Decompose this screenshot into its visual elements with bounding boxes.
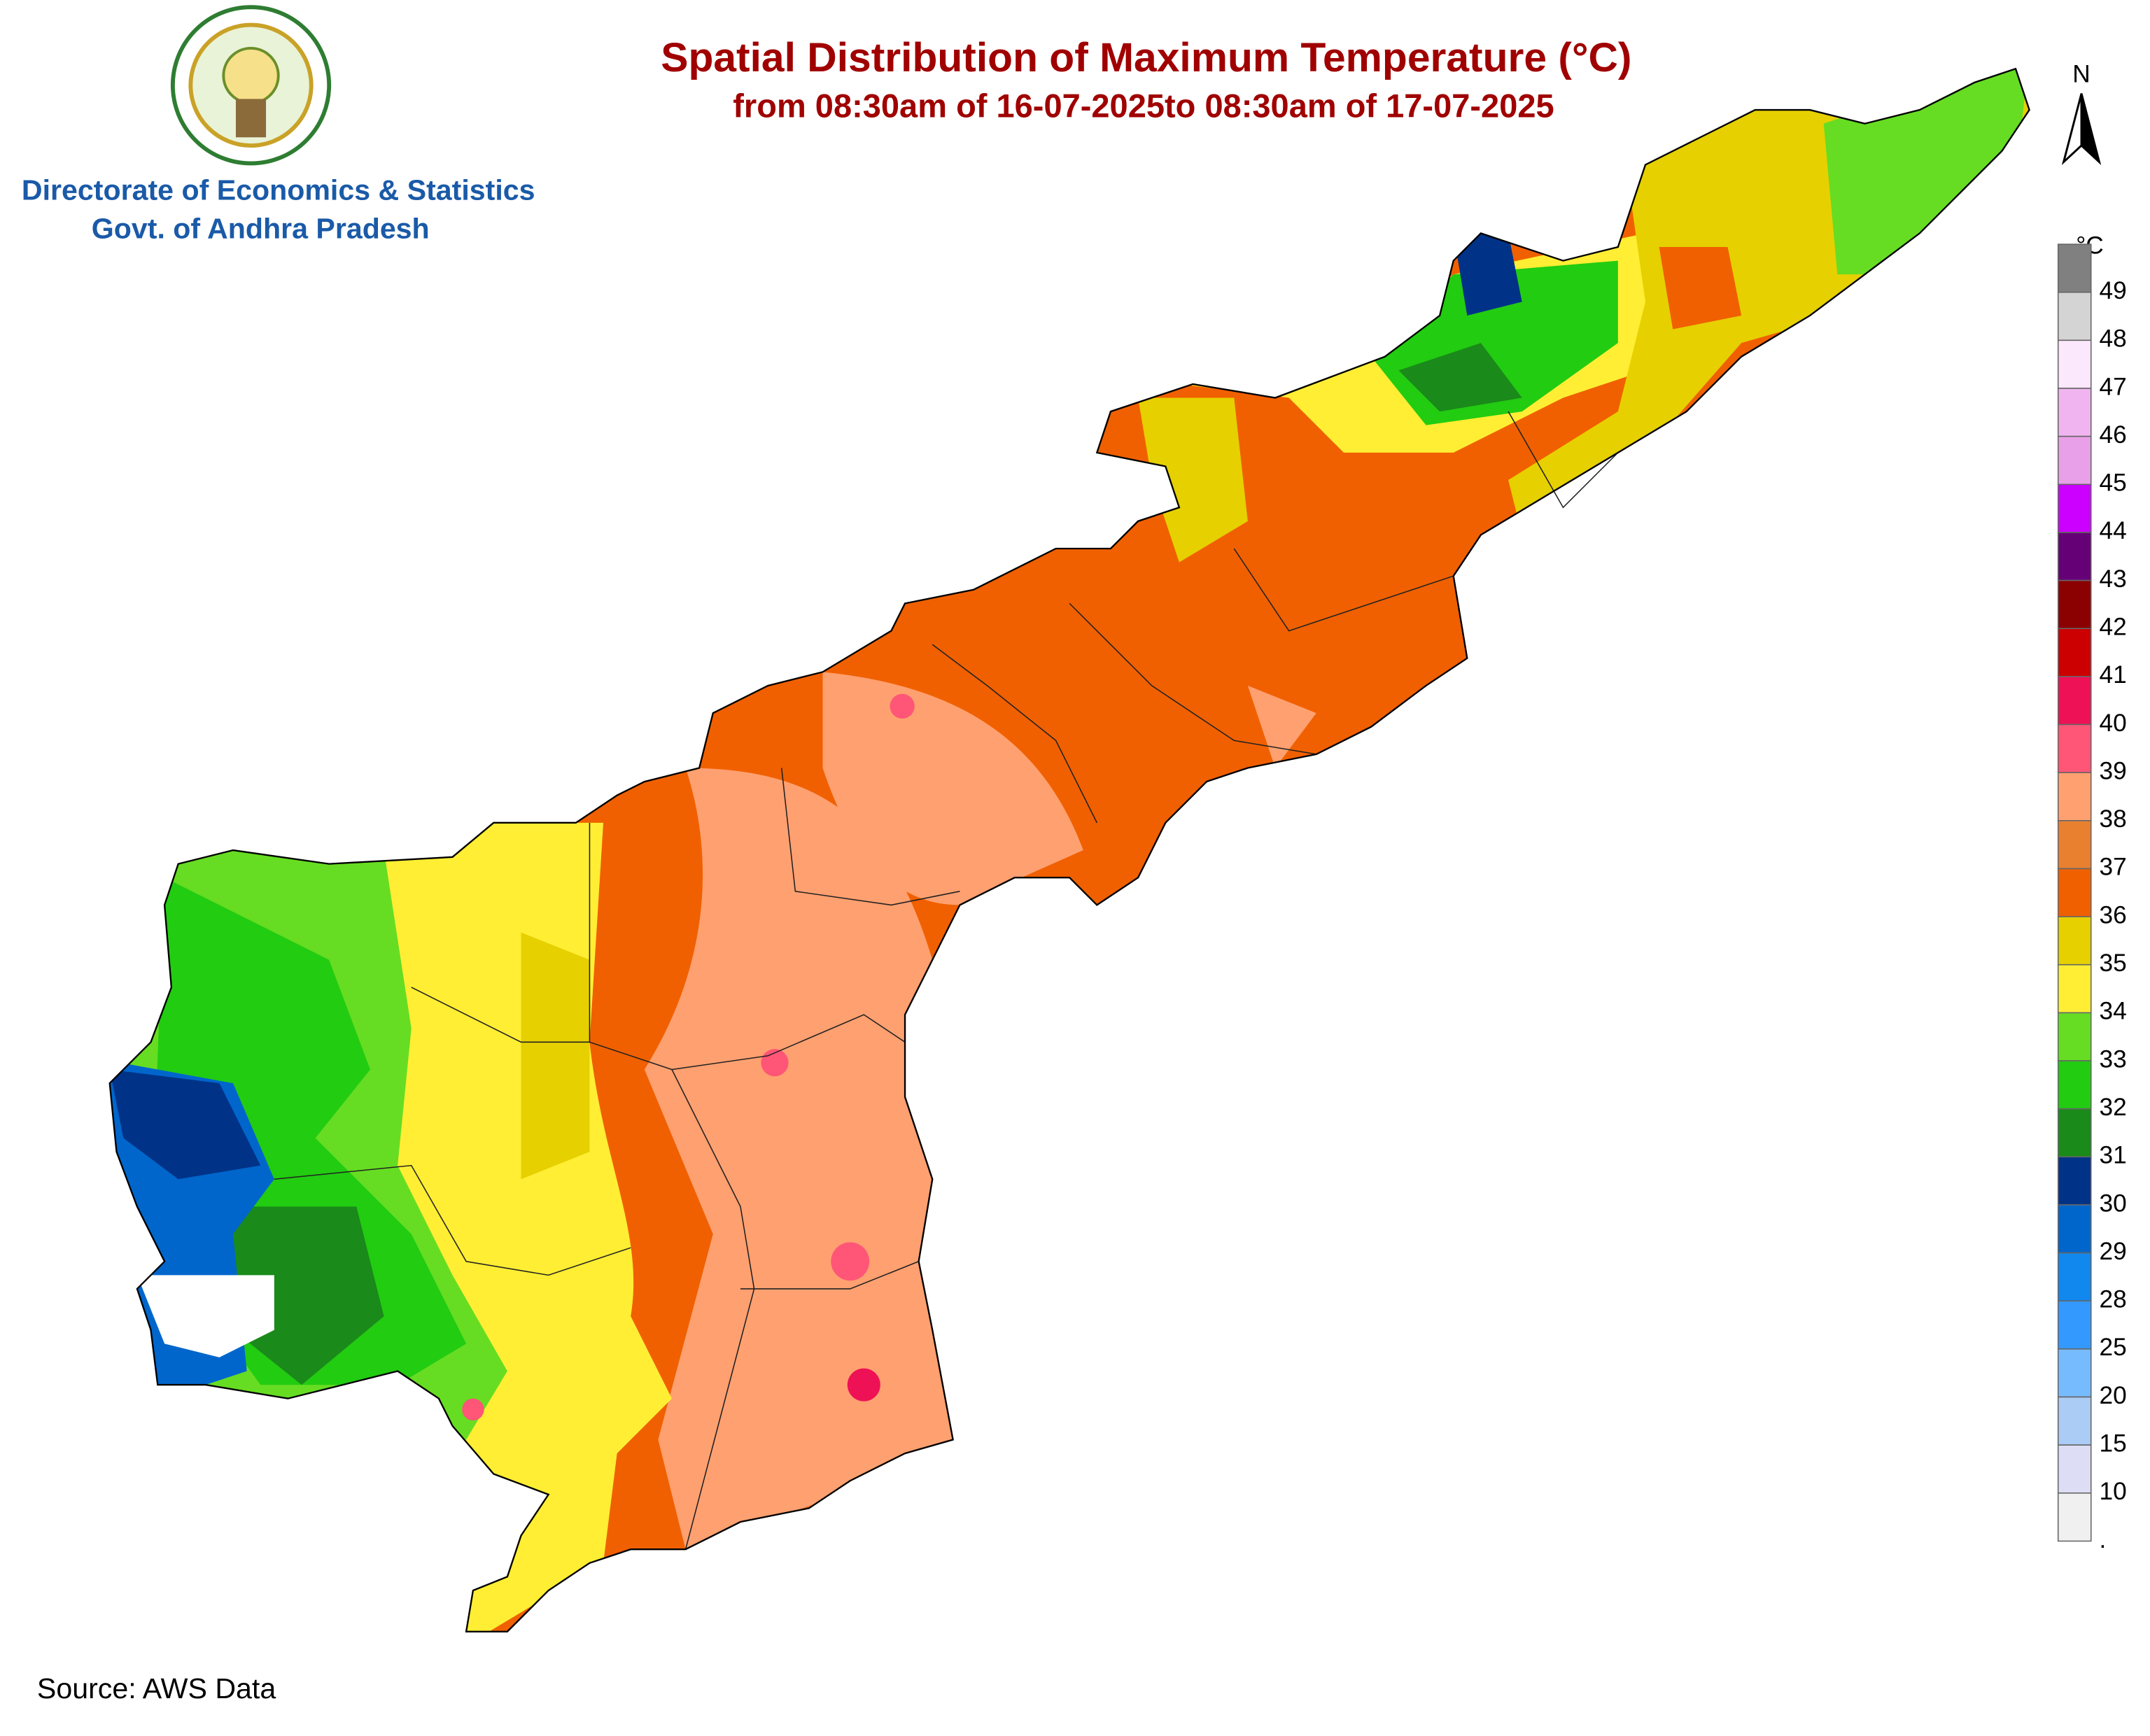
- legend-swatch: [2057, 964, 2092, 1014]
- legend-swatch: [2057, 820, 2092, 870]
- legend-label: .: [2100, 1526, 2107, 1553]
- legend-label: 42: [2100, 614, 2127, 641]
- legend-swatch: [2057, 339, 2092, 389]
- legend-swatch: [2057, 1300, 2092, 1350]
- legend-swatch: [2057, 1252, 2092, 1302]
- legend-swatch: [2057, 1396, 2092, 1446]
- legend-swatch: [2057, 772, 2092, 821]
- legend-swatch: [2057, 1060, 2092, 1110]
- legend-label: 44: [2100, 517, 2127, 544]
- legend-swatch: [2057, 916, 2092, 966]
- legend-label: 49: [2100, 277, 2127, 304]
- legend-label: 33: [2100, 1045, 2127, 1073]
- legend-label: 30: [2100, 1190, 2127, 1217]
- legend-label: 32: [2100, 1094, 2127, 1121]
- legend: °C 4948474645444342414039383736353433323…: [2057, 232, 2127, 1553]
- legend-swatch: [2057, 579, 2092, 630]
- org-name: Directorate of Economics & Statistics: [22, 174, 535, 206]
- legend-label: 10: [2100, 1478, 2127, 1505]
- legend-swatch: [2057, 1012, 2092, 1061]
- district-boundaries: [274, 411, 1619, 1550]
- map-title: Spatial Distribution of Maximum Temperat…: [661, 35, 1631, 80]
- legend-label: 47: [2100, 373, 2127, 400]
- legend-label: 45: [2100, 470, 2127, 497]
- legend-label: 36: [2100, 901, 2127, 929]
- source-note: Source: AWS Data: [37, 1672, 276, 1705]
- legend-swatch: [2057, 1156, 2092, 1206]
- map-subtitle: from 08:30am of 16-07-2025to 08:30am of …: [733, 87, 1554, 125]
- legend-swatch: [2057, 868, 2092, 917]
- legend-label: 20: [2100, 1382, 2127, 1409]
- legend-label: 35: [2100, 950, 2127, 977]
- legend-label: 28: [2100, 1286, 2127, 1313]
- legend-label: 46: [2100, 421, 2127, 449]
- north-arrow: N: [2061, 60, 2102, 165]
- legend-label: 34: [2100, 998, 2127, 1025]
- legend-label: 39: [2100, 757, 2127, 784]
- legend-swatch: [2057, 435, 2092, 486]
- legend-swatch: [2057, 291, 2092, 341]
- legend-swatch: [2057, 532, 2092, 581]
- legend-label: 25: [2100, 1334, 2127, 1361]
- legend-swatch: [2057, 724, 2092, 773]
- legend-swatch: [2057, 484, 2092, 533]
- legend-label: 48: [2100, 325, 2127, 353]
- legend-swatch: [2057, 388, 2092, 437]
- legend-swatch: [2057, 676, 2092, 726]
- legend-swatch: [2057, 244, 2092, 293]
- emblem: [170, 5, 332, 166]
- legend-label: 15: [2100, 1430, 2127, 1457]
- legend-label: 43: [2100, 565, 2127, 593]
- legend-label: 31: [2100, 1142, 2127, 1169]
- north-label: N: [2072, 60, 2090, 87]
- legend-label: 29: [2100, 1238, 2127, 1265]
- legend-swatch: [2057, 1108, 2092, 1158]
- legend-label: 38: [2100, 805, 2127, 833]
- legend-label: 40: [2100, 710, 2127, 737]
- org-govt: Govt. of Andhra Pradesh: [92, 212, 430, 244]
- legend-swatch: [2057, 1444, 2092, 1494]
- legend-swatch: [2057, 1492, 2092, 1542]
- legend-swatch: [2057, 628, 2092, 677]
- legend-swatch: [2057, 1204, 2092, 1254]
- legend-swatch: [2057, 1348, 2092, 1398]
- legend-label: 37: [2100, 854, 2127, 881]
- legend-label: 41: [2100, 661, 2127, 689]
